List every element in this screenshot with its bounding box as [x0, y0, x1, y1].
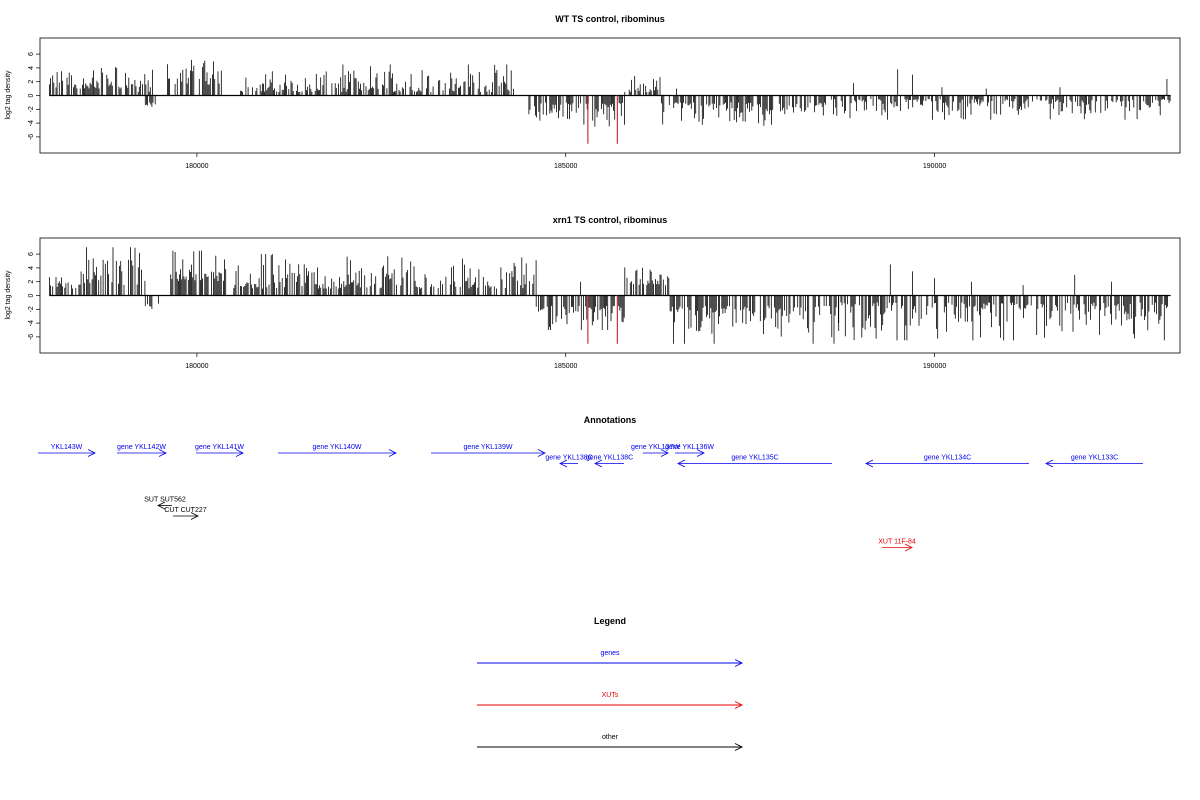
legend-entry-label: XUTs: [602, 692, 619, 699]
y-tick-label: 0: [28, 293, 35, 297]
x-tick-label: 185000: [554, 363, 577, 370]
legend-entry-label: genes: [600, 650, 620, 657]
xrn1-x-ticks: 180000 185000 190000: [185, 353, 946, 370]
annotation-arrow-head: [865, 459, 874, 468]
y-tick-label: -6: [28, 334, 35, 340]
annotation-label: gene YKL138C: [545, 455, 592, 462]
y-tick-label: -6: [28, 134, 35, 140]
annotation-arrow-head: [559, 459, 568, 468]
annotations-panel: Annotations YKL143W gene YKL142W gene YKL1…: [38, 415, 1143, 552]
annotation-label: YKL143W: [51, 444, 83, 451]
annotation-label: SUT SUT562: [144, 497, 186, 504]
wt-track-title: WT TS control, ribominus: [555, 14, 665, 24]
annotation-label: gene YKL136W: [665, 444, 714, 451]
wt-track-panel: WT TS control, ribominus log2 tag densit…: [5, 14, 1181, 170]
x-tick-label: 180000: [185, 363, 208, 370]
xrn1-bars: [49, 247, 1171, 344]
annotation-label: gene YKL138C: [586, 455, 633, 462]
legend-entry-label: other: [602, 734, 619, 741]
y-tick-label: -2: [28, 106, 35, 112]
annotation-label: gene YKL142W: [117, 444, 166, 451]
wt-x-ticks: 180000 185000 190000: [185, 153, 946, 170]
y-tick-label: -2: [28, 306, 35, 312]
annotation-arrow-head: [388, 449, 397, 457]
annotation-label: gene YKL137W: [631, 444, 680, 451]
xrn1-track-title: xrn1 TS control, ribominus: [553, 215, 668, 225]
y-tick-label: 4: [28, 266, 35, 270]
legend-arrow-head: [734, 701, 744, 709]
legend-title: Legend: [594, 616, 626, 626]
annotation-label: gene YKL135C: [731, 455, 778, 462]
y-tick-label: 4: [28, 66, 35, 70]
annotation-items: YKL143W gene YKL142W gene YKL141W gene YKL1…: [38, 444, 1143, 552]
annotation-arrow-head: [677, 459, 686, 468]
annotation-arrow-head: [235, 449, 244, 457]
wt-y-axis-label: log2 tag density: [5, 70, 12, 120]
xrn1-y-axis-label: log2 tag density: [5, 270, 12, 320]
xrn1-track-panel: xrn1 TS control, ribominus log2 tag dens…: [5, 215, 1181, 370]
y-tick-label: 0: [28, 93, 35, 97]
y-tick-label: -4: [28, 320, 35, 326]
annotation-arrow-head: [87, 449, 96, 457]
annotation-arrow-head: [594, 459, 603, 468]
x-tick-label: 190000: [923, 163, 946, 170]
annotation-arrow-head: [537, 449, 546, 457]
legend-items: genes XUTs other: [477, 650, 744, 751]
annotation-arrow-head: [1045, 459, 1054, 468]
annotations-title: Annotations: [584, 415, 637, 425]
x-tick-label: 190000: [923, 363, 946, 370]
annotation-arrow-head: [190, 512, 199, 520]
legend: Legend genes XUTs other: [477, 616, 744, 751]
annotation-label: CUT CUT227: [164, 507, 206, 514]
y-tick-label: 2: [28, 280, 35, 284]
y-tick-label: 2: [28, 80, 35, 84]
annotation-label: gene YKL141W: [195, 444, 244, 451]
wt-y-ticks: -6 -4 -2 0 2 4 6: [28, 52, 40, 140]
legend-arrow-head: [734, 659, 744, 667]
wt-bars: [49, 59, 1171, 144]
x-tick-label: 185000: [554, 163, 577, 170]
y-tick-label: 6: [28, 252, 35, 256]
annotation-arrow-head: [904, 543, 913, 552]
xrn1-y-ticks: -6 -4 -2 0 2 4 6: [28, 252, 40, 340]
y-tick-label: 6: [28, 52, 35, 56]
annotation-label: gene YKL139W: [464, 444, 513, 451]
annotation-label: gene YKL133C: [1071, 455, 1118, 462]
annotation-label: gene YKL134C: [924, 455, 971, 462]
y-tick-label: -4: [28, 120, 35, 126]
annotation-arrow-head: [696, 449, 705, 457]
annotation-label: XUT 11F-84: [878, 539, 916, 546]
annotation-arrow-head: [158, 449, 167, 457]
legend-arrow-head: [734, 743, 744, 751]
annotation-label: gene YKL140W: [313, 444, 362, 451]
annotation-arrow-head: [660, 449, 669, 457]
x-tick-label: 180000: [185, 163, 208, 170]
annotation-arrow-head: [157, 501, 166, 510]
